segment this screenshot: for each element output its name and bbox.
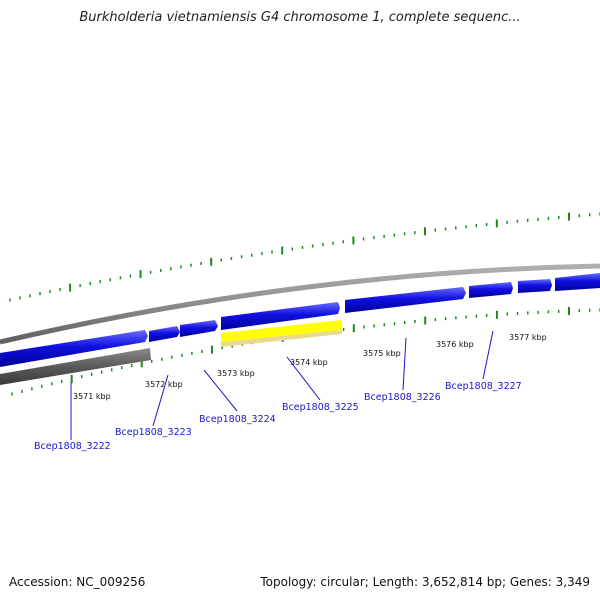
scale-label-3571: 3571 kbp — [73, 392, 111, 401]
highlight-feature[interactable] — [221, 320, 342, 342]
scale-label-3575: 3575 kbp — [363, 349, 401, 358]
scale-labels: 3571 kbp 3572 kbp 3573 kbp 3574 kbp 3575… — [73, 333, 547, 401]
gene-label-bcep1808-3225[interactable]: Bcep1808_3225 — [282, 402, 359, 413]
cds-arrow-bcep1808-3229[interactable] — [555, 273, 600, 291]
cds-arrow-bcep1808-3223[interactable] — [149, 326, 180, 342]
topology-label: Topology: circular; Length: 3,652,814 bp… — [260, 575, 590, 589]
outer-tick-ring — [9, 212, 600, 302]
cds-arrow-bcep1808-3222[interactable] — [0, 330, 148, 367]
gene-label-bcep1808-3223[interactable]: Bcep1808_3223 — [115, 427, 192, 438]
cds-arrow-bcep1808-3225[interactable] — [221, 302, 340, 330]
map-title: Burkholderia vietnamiensis G4 chromosome… — [79, 10, 521, 25]
scale-label-3574: 3574 kbp — [290, 358, 328, 367]
cds-arrow-bcep1808-3228[interactable] — [518, 279, 552, 293]
scale-label-3576: 3576 kbp — [436, 340, 474, 349]
gene-label-bcep1808-3226[interactable]: Bcep1808_3226 — [364, 392, 441, 403]
gene-leader-lines — [70, 330, 494, 440]
cds-arrow-bcep1808-3227[interactable] — [469, 282, 513, 298]
gene-label-bcep1808-3224[interactable]: Bcep1808_3224 — [199, 414, 276, 425]
cds-arrow-bcep1808-3226[interactable] — [345, 287, 466, 313]
gene-label-bcep1808-3227[interactable]: Bcep1808_3227 — [445, 381, 522, 392]
sequence-backbone — [0, 263, 600, 345]
scale-label-3577: 3577 kbp — [509, 333, 547, 342]
reverse-feature-bar[interactable] — [0, 348, 151, 385]
highlight-feature-shadow — [221, 330, 342, 347]
cds-arrow-bcep1808-3224[interactable] — [180, 320, 218, 337]
accession-label: Accession: NC_009256 — [9, 575, 146, 589]
scale-label-3572: 3572 kbp — [145, 380, 183, 389]
gene-labels: Bcep1808_3222 Bcep1808_3223 Bcep1808_322… — [34, 381, 522, 452]
gene-label-bcep1808-3222[interactable]: Bcep1808_3222 — [34, 441, 111, 452]
scale-label-3573: 3573 kbp — [217, 369, 255, 378]
